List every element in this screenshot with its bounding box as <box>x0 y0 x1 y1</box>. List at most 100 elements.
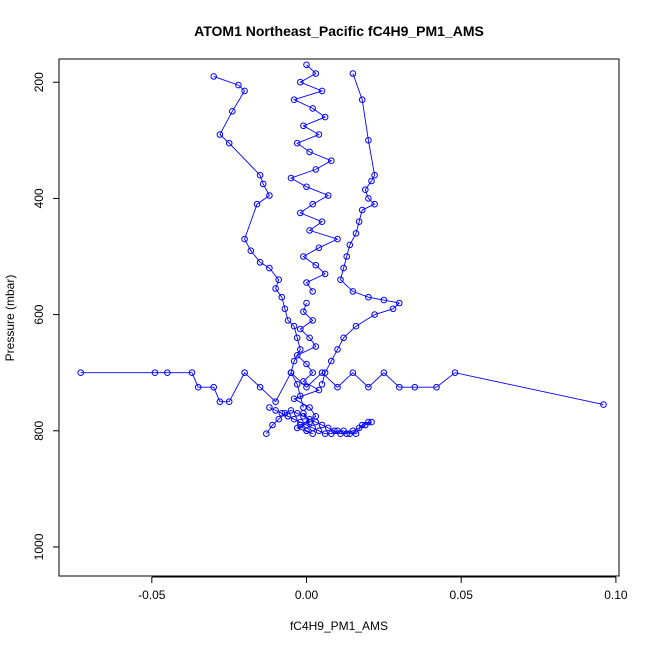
data-point <box>362 186 369 193</box>
data-point <box>303 360 310 368</box>
data-point <box>318 87 326 95</box>
data-point <box>343 253 351 260</box>
data-point <box>300 378 307 385</box>
data-point <box>318 421 326 429</box>
data-point <box>287 174 295 182</box>
data-point <box>297 78 304 86</box>
y-tick-label: 600 <box>32 304 46 324</box>
data-point <box>210 383 217 391</box>
data-point <box>324 192 332 199</box>
data-point <box>306 148 313 156</box>
data-point <box>309 317 317 324</box>
data-point <box>315 131 323 138</box>
data-point <box>303 279 310 286</box>
data-point <box>396 299 403 307</box>
data-point <box>306 418 313 426</box>
data-point <box>188 369 196 377</box>
series-line-1 <box>289 64 339 292</box>
data-point <box>300 253 307 260</box>
data-point <box>303 61 310 69</box>
data-point <box>368 177 375 185</box>
data-point <box>349 369 357 377</box>
data-point <box>318 218 326 225</box>
data-point <box>343 430 351 438</box>
data-point <box>287 407 295 414</box>
data-point <box>290 395 298 403</box>
data-point <box>77 369 84 377</box>
data-point <box>300 122 307 130</box>
data-point <box>290 357 298 365</box>
data-point <box>328 157 335 164</box>
data-point <box>334 383 341 391</box>
data-point <box>411 383 419 391</box>
data-point <box>358 206 366 214</box>
data-point <box>293 334 301 342</box>
data-point <box>210 73 217 80</box>
data-point <box>368 418 375 426</box>
data-point <box>290 96 298 103</box>
data-point <box>355 424 363 432</box>
data-point <box>365 383 372 391</box>
data-point <box>340 334 347 342</box>
data-point <box>278 293 286 301</box>
data-point <box>225 139 233 147</box>
y-tick-label: 1000 <box>32 533 46 560</box>
data-point <box>281 410 289 417</box>
data-point <box>321 430 329 438</box>
data-point <box>256 171 264 179</box>
y-axis-label: Pressure (mbar) <box>3 275 17 362</box>
data-point <box>293 410 301 417</box>
data-point <box>306 334 313 342</box>
y-tick-label: 800 <box>32 420 46 440</box>
data-point <box>352 230 360 237</box>
y-axis: 200 400 600 800 1000 <box>32 72 60 560</box>
data-point <box>194 383 202 391</box>
data-point <box>324 424 332 432</box>
data-point <box>275 415 283 423</box>
data-point <box>287 369 295 377</box>
chart-title: ATOM1 Northeast_Pacific fC4H9_PM1_AMS <box>194 23 484 39</box>
data-point <box>309 430 317 438</box>
data-point <box>389 305 397 313</box>
data-point <box>318 381 326 388</box>
data-point <box>297 209 304 217</box>
data-point <box>290 322 298 330</box>
data-point <box>451 369 459 377</box>
data-point <box>352 322 360 330</box>
data-point <box>346 241 354 249</box>
data-point <box>312 413 320 420</box>
data-point <box>371 200 378 208</box>
data-point <box>349 70 357 77</box>
data-point <box>321 270 329 278</box>
data-point <box>297 325 304 333</box>
data-point <box>266 264 273 272</box>
data-point <box>380 369 388 377</box>
data-point <box>256 259 264 266</box>
data-point <box>312 343 320 350</box>
data-point <box>229 108 236 115</box>
data-point <box>334 235 341 243</box>
data-point <box>315 427 323 435</box>
data-point <box>318 369 326 377</box>
data-point <box>312 70 320 77</box>
data-point <box>300 308 307 316</box>
data-point <box>278 410 286 417</box>
data-point <box>337 276 344 284</box>
plot-frame <box>58 58 620 577</box>
data-point <box>256 383 264 391</box>
data-point <box>349 288 357 295</box>
data-point <box>272 285 279 292</box>
data-point <box>263 430 270 438</box>
series-line-4 <box>80 371 604 406</box>
data-point <box>259 180 267 188</box>
data-point <box>312 166 320 173</box>
data-point <box>303 427 310 435</box>
data-point <box>433 383 440 391</box>
data-point <box>396 383 403 391</box>
data-point <box>293 424 301 432</box>
data-layer <box>77 61 607 438</box>
data-point <box>337 430 344 438</box>
x-tick-label: 0.10 <box>604 588 628 602</box>
data-point <box>371 311 378 318</box>
